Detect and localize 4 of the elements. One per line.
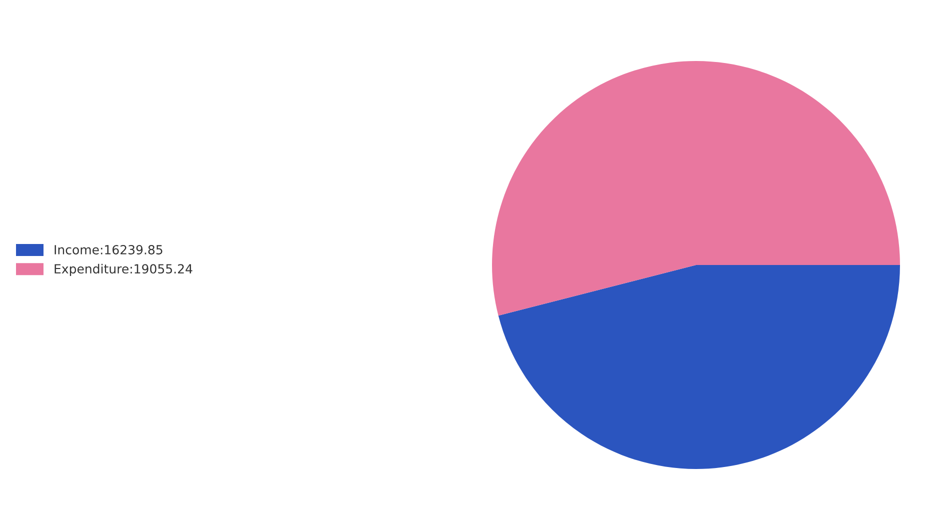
legend-label: Income:16239.85 — [54, 245, 162, 254]
pie-slice — [498, 265, 900, 469]
pie-slice — [492, 61, 900, 316]
legend-label: Expenditure:19055.24 — [54, 264, 192, 276]
